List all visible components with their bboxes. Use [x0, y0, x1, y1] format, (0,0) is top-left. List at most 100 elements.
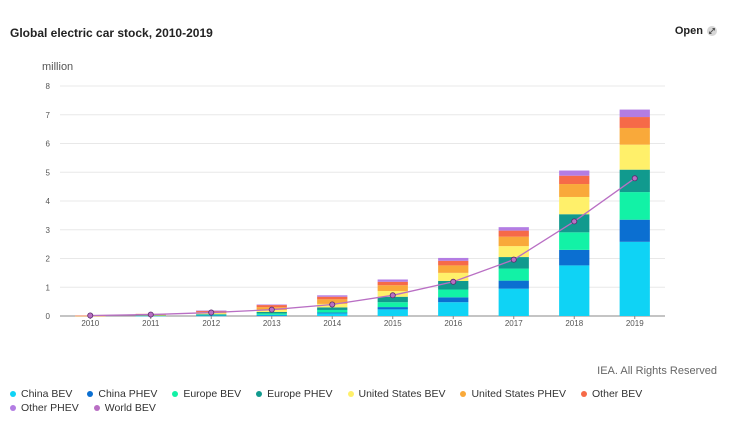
- legend-label: Other PHEV: [21, 402, 79, 414]
- legend-swatch: [10, 391, 16, 397]
- bar-segment: [559, 184, 590, 197]
- legend-item[interactable]: Europe PHEV: [256, 388, 333, 400]
- bar-segment: [438, 297, 469, 303]
- bar-segment: [317, 295, 348, 297]
- bar-segment: [498, 236, 529, 247]
- bar-segment: [256, 304, 287, 306]
- bar-segment: [438, 260, 469, 266]
- legend-swatch: [256, 391, 263, 397]
- x-tick-label: 2017: [505, 319, 523, 328]
- bar-segment: [498, 288, 529, 316]
- bar-segment: [377, 307, 408, 310]
- bar-segment: [619, 109, 650, 118]
- bar-segment: [438, 272, 469, 281]
- bar-segment: [317, 309, 348, 313]
- bar-segment: [317, 313, 348, 316]
- bar-segment: [619, 117, 650, 128]
- legend-item[interactable]: United States PHEV: [460, 388, 566, 400]
- y-tick-label: 3: [46, 226, 51, 235]
- chart-title: Global electric car stock, 2010-2019: [10, 26, 213, 40]
- y-axis-unit: million: [42, 61, 74, 73]
- bar-segment: [559, 265, 590, 316]
- y-tick-label: 4: [46, 197, 51, 206]
- legend-item[interactable]: China PHEV: [87, 388, 157, 400]
- bar-segment: [377, 285, 408, 291]
- bar-segment: [317, 307, 348, 310]
- bar-segment: [619, 127, 650, 145]
- bar-segment: [498, 227, 529, 231]
- bar-segment: [256, 311, 287, 314]
- legend-label: United States BEV: [358, 388, 446, 400]
- legend-item[interactable]: Other BEV: [581, 388, 642, 400]
- bar-segment: [619, 192, 650, 220]
- bar-segment: [438, 257, 469, 261]
- bar-segment: [438, 302, 469, 316]
- bar-segment: [438, 265, 469, 273]
- x-tick-label: 2010: [81, 319, 99, 328]
- legend-swatch: [347, 391, 354, 397]
- bar-segment: [256, 313, 287, 315]
- legend-item[interactable]: Europe BEV: [172, 388, 241, 400]
- bar-segment: [559, 175, 590, 185]
- bar-segment: [559, 196, 590, 215]
- world-bev-point: [510, 256, 517, 263]
- legend-item[interactable]: China BEV: [10, 388, 72, 400]
- expand-icon: [707, 26, 717, 36]
- open-button[interactable]: Open: [675, 25, 717, 37]
- bar-segment: [619, 241, 650, 316]
- legend-item[interactable]: Other PHEV: [10, 402, 79, 414]
- legend-swatch: [581, 391, 588, 397]
- chart-legend: China BEV China PHEV Europe BEV Europe PHEV…: [10, 388, 725, 414]
- y-tick-label: 2: [46, 255, 51, 264]
- x-tick-label: 2013: [263, 319, 281, 328]
- bar-segment: [498, 230, 529, 237]
- stacked-bar-chart: 0 1 2 3 4 5 6 7 8 2010 2011 2012 2013 2014 2015 2016 201…: [46, 82, 665, 328]
- bar-segment: [438, 289, 469, 298]
- bar-segment: [559, 170, 590, 176]
- x-tick-label: 2018: [565, 319, 583, 328]
- bar-segment: [377, 279, 408, 282]
- bar-segment: [377, 302, 408, 308]
- bar-segment: [377, 296, 408, 303]
- bar-segment: [196, 315, 227, 317]
- bar-segment: [256, 305, 287, 308]
- legend-swatch: [460, 391, 467, 397]
- open-label: Open: [674, 25, 703, 37]
- bar-segment: [317, 312, 348, 314]
- x-tick-label: 2015: [384, 319, 402, 328]
- legend-item[interactable]: United States BEV: [347, 388, 446, 400]
- bar-segment: [256, 314, 287, 316]
- legend-label: World BEV: [104, 402, 156, 414]
- world-bev-point: [631, 175, 638, 182]
- bar-segment: [498, 246, 529, 258]
- legend-item[interactable]: World BEV: [93, 402, 156, 414]
- x-tick-label: 2012: [202, 319, 220, 328]
- x-tick-label: 2011: [142, 319, 160, 328]
- y-tick-label: 1: [46, 283, 51, 292]
- bar-segment: [498, 268, 529, 281]
- world-bev-point: [268, 306, 275, 313]
- world-bev-point: [450, 278, 457, 285]
- world-bev-point: [208, 309, 215, 316]
- legend-swatch: [93, 405, 100, 411]
- legend-label: Europe BEV: [183, 388, 242, 400]
- bar-segment: [559, 249, 590, 266]
- y-tick-label: 5: [46, 168, 51, 177]
- x-tick-label: 2014: [323, 319, 341, 328]
- bar-segment: [559, 232, 590, 250]
- bar-segment: [256, 315, 287, 316]
- legend-label: Europe PHEV: [267, 388, 333, 400]
- x-tick-label: 2016: [444, 319, 462, 328]
- legend-label: United States PHEV: [471, 388, 567, 400]
- y-tick-label: 7: [46, 111, 51, 120]
- bar-segment: [619, 219, 650, 242]
- bar-segment: [377, 309, 408, 316]
- bar-segment: [619, 144, 650, 170]
- bar-segment: [498, 280, 529, 289]
- x-tick-label: 2019: [626, 319, 644, 328]
- legend-label: China PHEV: [98, 388, 158, 400]
- legend-swatch: [172, 391, 179, 397]
- bar-segment: [317, 296, 348, 300]
- bar-segment: [498, 257, 529, 269]
- world-bev-point: [147, 311, 154, 318]
